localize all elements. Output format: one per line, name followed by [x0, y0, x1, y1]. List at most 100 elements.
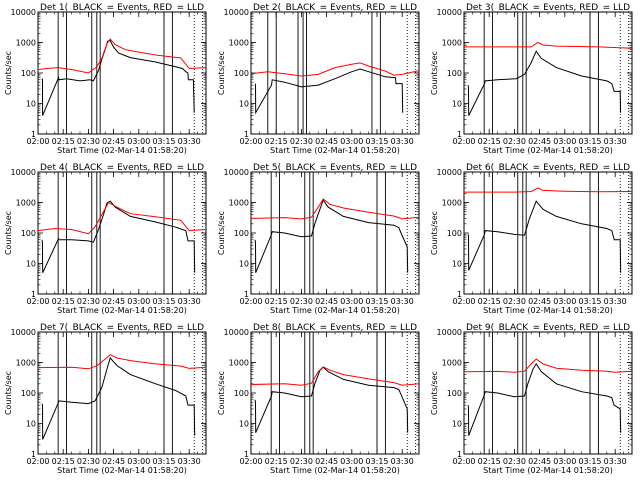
y-tick-label: 100 [21, 229, 36, 238]
y-tick-label: 10 [239, 100, 249, 109]
y-tick-label: 1000 [442, 199, 462, 208]
x-tick-label: 03:00 [553, 137, 576, 146]
y-axis-label: Counts/sec [4, 371, 13, 415]
x-tick-label: 02:30 [503, 297, 526, 306]
y-tick-label: 1000 [16, 199, 36, 208]
y-tick-label: 10000 [224, 328, 249, 337]
plot-frame [463, 11, 633, 135]
x-tick-label: 02:00 [452, 137, 475, 146]
x-tick-label: 03:00 [127, 137, 150, 146]
plot-frame [37, 11, 207, 135]
x-tick-label: 02:00 [239, 137, 262, 146]
x-tick-label: 03:30 [178, 137, 201, 146]
y-tick-label: 10000 [11, 328, 36, 337]
x-tick-label: 03:30 [391, 137, 414, 146]
lld-series-line [250, 366, 420, 386]
chart-title: Det 4(_BLACK_= Events, RED_= LLD [40, 163, 204, 173]
events-series-line [41, 357, 196, 440]
x-tick-label: 02:15 [478, 297, 501, 306]
x-tick-label: 02:45 [528, 457, 551, 466]
x-tick-label: 02:15 [478, 137, 501, 146]
y-tick-label: 1000 [16, 359, 36, 368]
lld-series-line [38, 38, 207, 74]
x-tick-label: 02:15 [265, 457, 288, 466]
y-tick-label: 10000 [224, 8, 249, 17]
x-tick-label: 02:00 [452, 457, 475, 466]
y-tick-label: 10000 [224, 168, 249, 177]
x-axis-label: Start Time (02-Mar-14 01:58:20) [270, 146, 400, 155]
x-tick-label: 03:30 [178, 457, 201, 466]
y-tick-label: 1000 [442, 359, 462, 368]
x-tick-label: 02:15 [52, 297, 75, 306]
y-tick-label: 10 [452, 260, 462, 269]
y-tick-label: 10 [239, 260, 249, 269]
x-tick-label: 02:30 [290, 457, 313, 466]
chart-panel-9: Det 9(_BLACK_= Events, RED_= LLD 1 10 100 10… [430, 323, 633, 475]
chart-panel-5: Det 5(_BLACK_= Events, RED_= LLD 1 10 100 10… [217, 163, 420, 315]
y-tick-label: 100 [234, 389, 249, 398]
chart-panel-1: Det 1(_BLACK_= Events, RED_= LLD 1 10 100 10… [4, 3, 207, 155]
lld-series-line [464, 41, 633, 49]
x-tick-label: 03:00 [127, 457, 150, 466]
chart-title: Det 1(_BLACK_= Events, RED_= LLD [40, 3, 204, 13]
x-tick-label: 02:15 [52, 137, 75, 146]
plot-frame [250, 331, 420, 455]
y-tick-label: 10 [26, 260, 36, 269]
events-series-line [467, 362, 622, 436]
x-tick-label: 03:15 [365, 297, 388, 306]
x-tick-label: 02:45 [315, 137, 338, 146]
y-tick-label: 1000 [16, 39, 36, 48]
x-tick-label: 02:45 [528, 137, 551, 146]
y-tick-label: 100 [447, 69, 462, 78]
x-tick-label: 03:30 [391, 457, 414, 466]
chart-panel-3: Det 3(_BLACK_= Events, RED_= LLD 1 10 100 10… [430, 3, 633, 155]
x-tick-label: 02:30 [77, 457, 100, 466]
x-tick-label: 03:00 [340, 457, 363, 466]
chart-panel-8: Det 8(_BLACK_= Events, RED_= LLD 1 10 100 10… [217, 323, 420, 475]
x-tick-label: 02:30 [290, 297, 313, 306]
x-tick-label: 03:30 [604, 297, 627, 306]
x-tick-label: 02:00 [452, 297, 475, 306]
events-series-line [254, 199, 409, 273]
y-tick-label: 1 [457, 130, 462, 139]
x-tick-label: 03:15 [152, 137, 175, 146]
y-tick-label: 10 [239, 420, 249, 429]
y-tick-label: 1 [244, 290, 249, 299]
y-tick-label: 100 [447, 389, 462, 398]
x-tick-label: 02:45 [315, 297, 338, 306]
x-axis-label: Start Time (02-Mar-14 01:58:20) [270, 306, 400, 315]
x-tick-label: 03:00 [553, 457, 576, 466]
x-tick-label: 03:00 [127, 297, 150, 306]
plot-frame [250, 171, 420, 295]
events-series-line [41, 40, 195, 116]
y-tick-label: 1 [244, 450, 249, 459]
x-tick-label: 02:30 [503, 137, 526, 146]
events-series-line [467, 50, 622, 116]
events-series-line [254, 366, 409, 433]
x-tick-label: 02:30 [77, 137, 100, 146]
x-tick-label: 02:45 [102, 137, 125, 146]
plot-frame [37, 171, 207, 295]
y-axis-label: Counts/sec [430, 371, 439, 415]
y-tick-label: 10000 [437, 8, 462, 17]
y-tick-label: 1000 [229, 359, 249, 368]
x-tick-label: 03:00 [340, 297, 363, 306]
y-tick-label: 10 [26, 100, 36, 109]
x-axis-label: Start Time (02-Mar-14 01:58:20) [57, 306, 187, 315]
x-tick-label: 02:15 [52, 457, 75, 466]
x-tick-label: 03:15 [152, 457, 175, 466]
chart-title: Det 5(_BLACK_= Events, RED_= LLD [253, 163, 417, 173]
x-tick-label: 02:45 [315, 457, 338, 466]
chart-title: Det 6(_BLACK_= Events, RED_= LLD [466, 163, 630, 173]
x-tick-label: 03:00 [340, 137, 363, 146]
x-axis-label: Start Time (02-Mar-14 01:58:20) [57, 146, 187, 155]
lld-series-line [37, 354, 207, 370]
y-tick-label: 10000 [437, 168, 462, 177]
y-axis-label: Counts/sec [217, 371, 226, 415]
x-tick-label: 02:00 [26, 297, 49, 306]
x-tick-label: 03:30 [604, 137, 627, 146]
y-tick-label: 1 [31, 290, 36, 299]
x-tick-label: 02:15 [478, 457, 501, 466]
chart-panel-7: Det 7(_BLACK_= Events, RED_= LLD 1 10 100 10… [4, 323, 207, 475]
x-tick-label: 02:00 [26, 457, 49, 466]
